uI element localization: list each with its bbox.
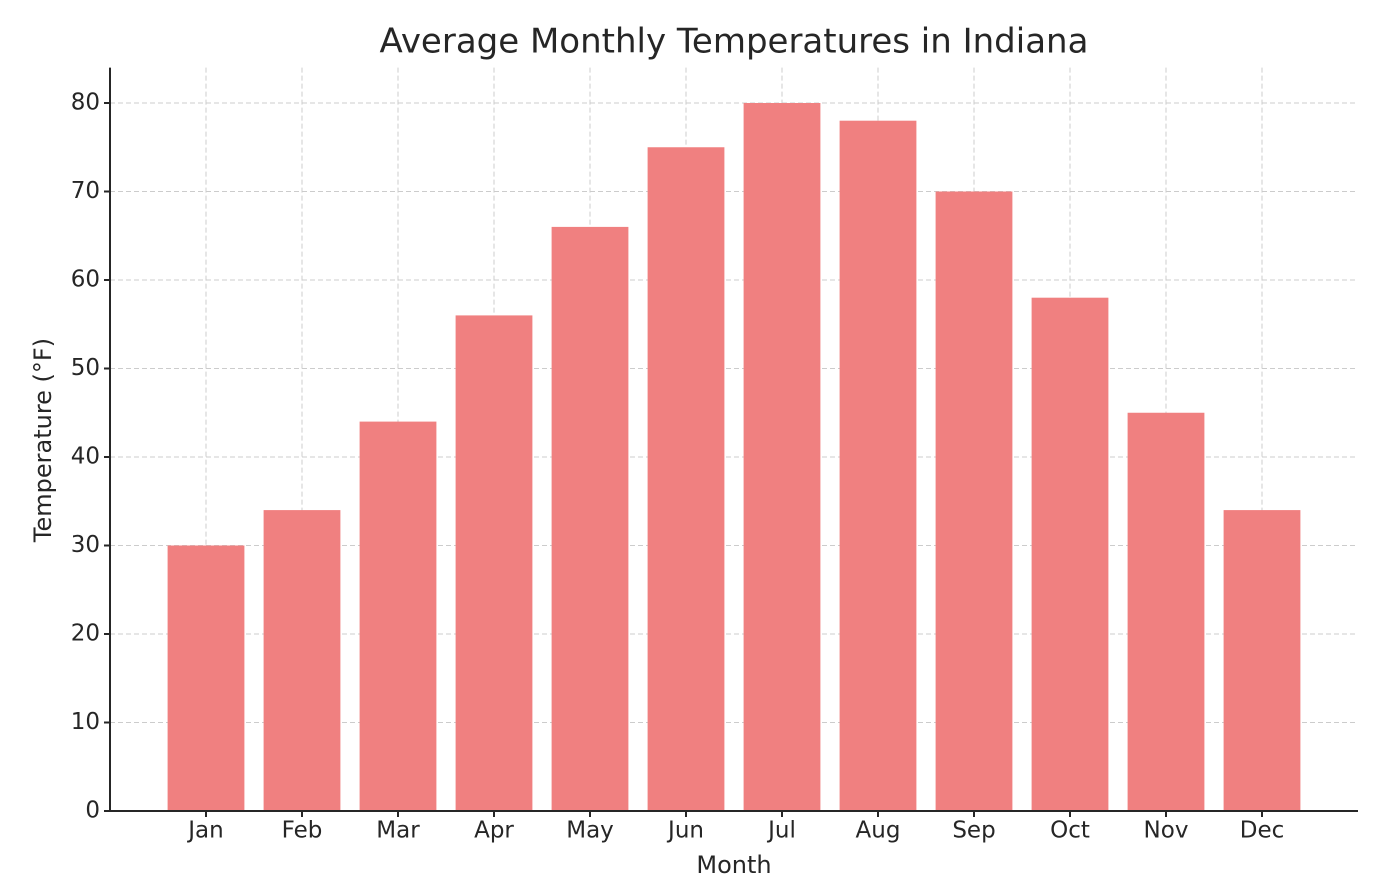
bar bbox=[167, 545, 245, 811]
bar bbox=[455, 315, 533, 811]
y-tick-label: 0 bbox=[85, 798, 100, 824]
chart-title: Average Monthly Temperatures in Indiana bbox=[380, 22, 1089, 62]
bar bbox=[1127, 412, 1205, 811]
bar bbox=[1223, 510, 1301, 811]
x-axis-label: Month bbox=[696, 851, 771, 879]
x-tick-label: Apr bbox=[474, 818, 514, 844]
y-tick-label: 10 bbox=[71, 709, 100, 735]
x-tick-label: Nov bbox=[1144, 818, 1189, 844]
y-tick-label: 50 bbox=[71, 355, 100, 381]
y-tick-label: 20 bbox=[71, 621, 100, 647]
bar bbox=[359, 421, 437, 811]
bar bbox=[647, 147, 725, 811]
x-tick-label: Jun bbox=[666, 818, 704, 844]
x-tick-label: Feb bbox=[282, 818, 323, 844]
bar bbox=[743, 103, 821, 811]
y-tick-label: 30 bbox=[71, 532, 100, 558]
x-tick-label: Sep bbox=[952, 818, 995, 844]
y-axis-label: Temperature (°F) bbox=[29, 338, 57, 543]
y-tick-label: 80 bbox=[71, 90, 100, 116]
x-tick-label: Dec bbox=[1240, 818, 1285, 844]
bar bbox=[263, 510, 341, 811]
x-tick-label: Aug bbox=[856, 818, 901, 844]
y-tick-label: 60 bbox=[71, 267, 100, 293]
x-tick-label: May bbox=[566, 818, 614, 844]
bar bbox=[1031, 297, 1109, 811]
y-tick-label: 70 bbox=[71, 178, 100, 204]
bar bbox=[935, 191, 1013, 811]
x-tick-label: Jan bbox=[186, 818, 223, 844]
x-tick-label: Oct bbox=[1050, 818, 1090, 844]
bar bbox=[551, 226, 629, 811]
x-tick-label: Jul bbox=[766, 818, 796, 844]
x-tick-label: Mar bbox=[376, 818, 420, 844]
y-tick-label: 40 bbox=[71, 444, 100, 470]
bar bbox=[839, 120, 917, 811]
